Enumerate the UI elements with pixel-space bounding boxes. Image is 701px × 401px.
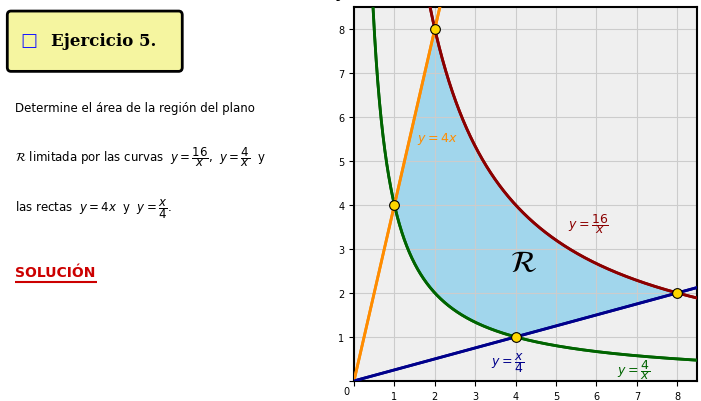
Text: 0: 0 <box>343 386 350 396</box>
Text: $y = \dfrac{4}{x}$: $y = \dfrac{4}{x}$ <box>617 357 650 381</box>
Text: SOLUCIÓN: SOLUCIÓN <box>15 266 95 279</box>
Text: $\mathcal{R}$ limitada por las curvas  $y = \dfrac{16}{x}$,  $y = \dfrac{4}{x}$ : $\mathcal{R}$ limitada por las curvas $y… <box>15 145 265 168</box>
Text: $y = \dfrac{x}{4}$: $y = \dfrac{x}{4}$ <box>491 350 524 374</box>
Text: las rectas  $y = 4x$  y  $y = \dfrac{x}{4}$.: las rectas $y = 4x$ y $y = \dfrac{x}{4}$… <box>15 197 171 220</box>
FancyBboxPatch shape <box>7 12 182 72</box>
Text: Determine el área de la región del plano: Determine el área de la región del plano <box>15 102 254 115</box>
Text: □: □ <box>20 32 37 50</box>
Polygon shape <box>395 30 677 337</box>
Text: $y = \dfrac{16}{x}$: $y = \dfrac{16}{x}$ <box>569 211 609 235</box>
Text: $\mathcal{R}$: $\mathcal{R}$ <box>510 248 537 277</box>
Text: Ejercicio 5.: Ejercicio 5. <box>51 33 156 50</box>
Text: $y = 4x$: $y = 4x$ <box>416 131 457 147</box>
